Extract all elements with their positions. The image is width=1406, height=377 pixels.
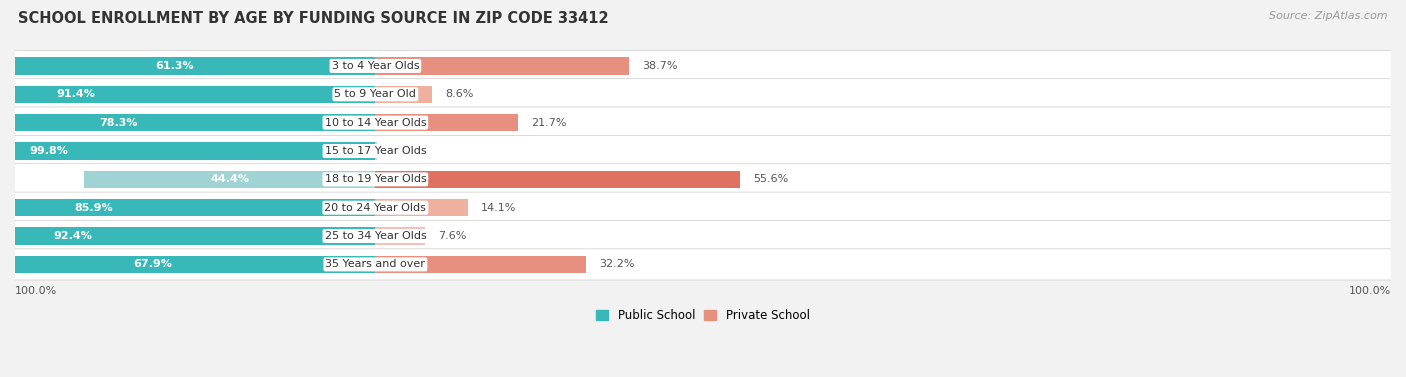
Text: 99.8%: 99.8% (30, 146, 67, 156)
Bar (0, 114, 375, 132)
FancyBboxPatch shape (14, 135, 1392, 167)
Text: 55.6%: 55.6% (752, 174, 787, 184)
Bar (375, 57, 628, 75)
Text: 44.4%: 44.4% (211, 174, 249, 184)
Text: 15 to 17 Year Olds: 15 to 17 Year Olds (325, 146, 426, 156)
Bar (375, 170, 740, 188)
Text: 100.0%: 100.0% (15, 286, 58, 296)
Legend: Public School, Private School: Public School, Private School (592, 304, 814, 326)
Text: 91.4%: 91.4% (56, 89, 96, 99)
FancyBboxPatch shape (14, 249, 1392, 280)
FancyBboxPatch shape (14, 51, 1392, 81)
Bar (84, 170, 375, 188)
Bar (375, 227, 425, 245)
Text: 32.2%: 32.2% (599, 259, 636, 270)
Text: 35 Years and over: 35 Years and over (325, 259, 426, 270)
Text: 14.1%: 14.1% (481, 203, 516, 213)
Text: SCHOOL ENROLLMENT BY AGE BY FUNDING SOURCE IN ZIP CODE 33412: SCHOOL ENROLLMENT BY AGE BY FUNDING SOUR… (18, 11, 609, 26)
Text: 85.9%: 85.9% (75, 203, 114, 213)
Text: 8.6%: 8.6% (444, 89, 474, 99)
Text: 21.7%: 21.7% (530, 118, 567, 128)
Bar (375, 199, 468, 216)
Bar (0, 86, 375, 103)
Text: 100.0%: 100.0% (1348, 286, 1391, 296)
Text: 38.7%: 38.7% (643, 61, 678, 71)
Bar (0, 199, 375, 216)
Text: 10 to 14 Year Olds: 10 to 14 Year Olds (325, 118, 426, 128)
Text: 5 to 9 Year Old: 5 to 9 Year Old (335, 89, 416, 99)
Text: 20 to 24 Year Olds: 20 to 24 Year Olds (325, 203, 426, 213)
Text: 67.9%: 67.9% (134, 259, 173, 270)
Text: 78.3%: 78.3% (100, 118, 138, 128)
Text: 18 to 19 Year Olds: 18 to 19 Year Olds (325, 174, 426, 184)
Bar (0, 256, 375, 273)
Text: 3 to 4 Year Olds: 3 to 4 Year Olds (332, 61, 419, 71)
Text: 25 to 34 Year Olds: 25 to 34 Year Olds (325, 231, 426, 241)
FancyBboxPatch shape (14, 164, 1392, 195)
Bar (375, 114, 517, 132)
FancyBboxPatch shape (14, 79, 1392, 110)
Bar (375, 256, 586, 273)
Bar (375, 86, 432, 103)
Text: 92.4%: 92.4% (53, 231, 93, 241)
Text: 0.2%: 0.2% (389, 146, 418, 156)
Text: 7.6%: 7.6% (439, 231, 467, 241)
Text: 61.3%: 61.3% (155, 61, 194, 71)
FancyBboxPatch shape (14, 107, 1392, 138)
Bar (0, 142, 375, 160)
Bar (0, 227, 375, 245)
FancyBboxPatch shape (14, 221, 1392, 252)
Bar (0, 57, 375, 75)
Text: Source: ZipAtlas.com: Source: ZipAtlas.com (1270, 11, 1388, 21)
FancyBboxPatch shape (14, 192, 1392, 223)
